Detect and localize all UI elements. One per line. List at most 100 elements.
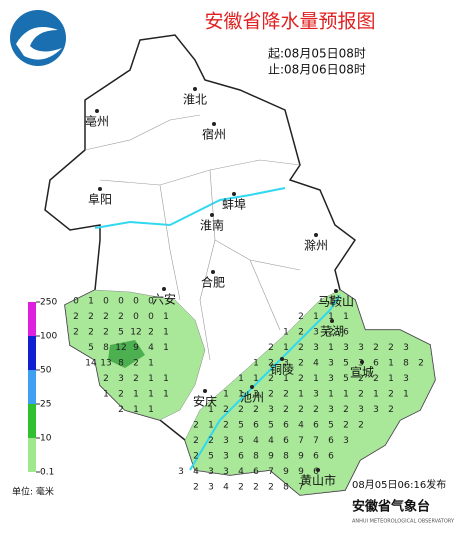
- rain-value: 3: [403, 374, 409, 384]
- rain-value: 1: [253, 374, 259, 384]
- rain-value: 2: [388, 343, 394, 353]
- rain-value: 2: [268, 390, 274, 400]
- rain-value: 3: [343, 436, 349, 446]
- rain-value: 2: [253, 405, 259, 415]
- legend-swatch: [28, 404, 36, 438]
- rain-value: 1: [163, 390, 169, 400]
- rain-value: 4: [298, 421, 304, 431]
- city-label: 宿州: [202, 127, 226, 142]
- city-dot: [95, 109, 99, 113]
- rain-value: 7: [313, 436, 319, 446]
- rain-value: 3: [208, 467, 214, 477]
- rain-value: 3: [208, 483, 214, 493]
- city-dot: [193, 87, 197, 91]
- rain-value: 3: [118, 374, 124, 384]
- rain-value: 5: [238, 421, 244, 431]
- city-label: 池州: [240, 391, 264, 405]
- rain-value: 2: [373, 343, 379, 353]
- rain-value: 6: [328, 452, 334, 462]
- rain-value: 5: [328, 421, 334, 431]
- city-label: 亳州: [85, 114, 109, 129]
- rain-value: 12: [115, 343, 126, 353]
- city-dot: [334, 289, 338, 293]
- rain-value: 0: [133, 312, 139, 322]
- legend-swatch: [28, 438, 36, 472]
- rain-value: 6: [343, 328, 349, 338]
- rain-value: 2: [373, 374, 379, 384]
- legend-swatch: [28, 336, 36, 370]
- rain-value: 6: [253, 467, 259, 477]
- rain-value: 2: [88, 312, 94, 322]
- city-dot: [210, 213, 214, 217]
- legend-label: 100: [40, 332, 57, 342]
- rain-value: 2: [418, 359, 424, 369]
- rain-value: 8: [283, 452, 289, 462]
- city-dot: [162, 287, 166, 291]
- rain-value: 12: [130, 328, 141, 338]
- title: 安徽省降水量预报图: [204, 11, 375, 33]
- rain-value: 7: [298, 483, 304, 493]
- rain-value: 3: [283, 359, 289, 369]
- legend-label: 0.1: [40, 468, 54, 478]
- city-dot: [330, 319, 334, 323]
- rain-value: 2: [238, 483, 244, 493]
- rain-value: 1: [163, 374, 169, 384]
- rain-value: 3: [268, 405, 274, 415]
- rain-value: 1: [103, 390, 109, 400]
- rain-value: 5: [208, 452, 214, 462]
- city-label: 宣城: [350, 365, 374, 380]
- rain-value: 2: [388, 405, 394, 415]
- county-borders: [84, 114, 301, 361]
- city-label: 铜陵: [270, 362, 294, 377]
- city-dot: [212, 122, 216, 126]
- rain-value: 1: [298, 390, 304, 400]
- rain-value: 9: [283, 467, 289, 477]
- publisher-en: ANHUI METEOROLOGICAL OBSERVATORY: [352, 519, 455, 525]
- rain-value: 6: [313, 421, 319, 431]
- rain-value: 4: [223, 483, 229, 493]
- rain-value: 2: [193, 436, 199, 446]
- rain-value: 3: [223, 436, 229, 446]
- rain-value: 1: [238, 374, 244, 384]
- rain-value: 3: [343, 343, 349, 353]
- rain-value: 2: [358, 421, 364, 431]
- rain-value: 9: [298, 452, 304, 462]
- rain-area: [184, 289, 436, 496]
- rain-value: 3: [328, 374, 334, 384]
- rain-value: 2: [268, 359, 274, 369]
- rain-value: 1: [328, 390, 334, 400]
- rain-value: 5: [88, 343, 94, 353]
- city-label: 马鞍山: [318, 294, 354, 309]
- rain-value: 6: [313, 452, 319, 462]
- city-dot: [232, 192, 236, 196]
- rain-value: 2: [133, 359, 139, 369]
- rain-value: 2: [313, 405, 319, 415]
- rain-value: 2: [73, 328, 79, 338]
- rain-value: 2: [268, 374, 274, 384]
- rain-value: 2: [358, 374, 364, 384]
- city-dot: [280, 357, 284, 361]
- rain-value: 2: [148, 328, 154, 338]
- rain-value: 2: [118, 312, 124, 322]
- rain-value: 1: [313, 312, 319, 322]
- rain-value: 1: [328, 297, 334, 307]
- rain-value: 2: [193, 421, 199, 431]
- city-dot: [316, 468, 320, 472]
- issued-time: 08月05日06:16发布: [352, 478, 446, 491]
- rain-value: 4: [253, 436, 259, 446]
- rain-value: 3: [253, 390, 259, 400]
- city-label: 黄山市: [300, 473, 336, 488]
- city-label: 淮南: [200, 218, 224, 233]
- rain-value: 2: [298, 359, 304, 369]
- city-dot: [250, 385, 254, 389]
- rain-value: 5: [268, 421, 274, 431]
- rain-value: 8: [118, 359, 124, 369]
- rain-value: 1: [148, 390, 154, 400]
- legend-unit: 单位: 毫米: [12, 486, 54, 498]
- rain-value: 2: [118, 405, 124, 415]
- rain-value: 2: [223, 421, 229, 431]
- rain-value: 1: [388, 374, 394, 384]
- rain-value: 8: [253, 452, 259, 462]
- rain-value: 1: [238, 390, 244, 400]
